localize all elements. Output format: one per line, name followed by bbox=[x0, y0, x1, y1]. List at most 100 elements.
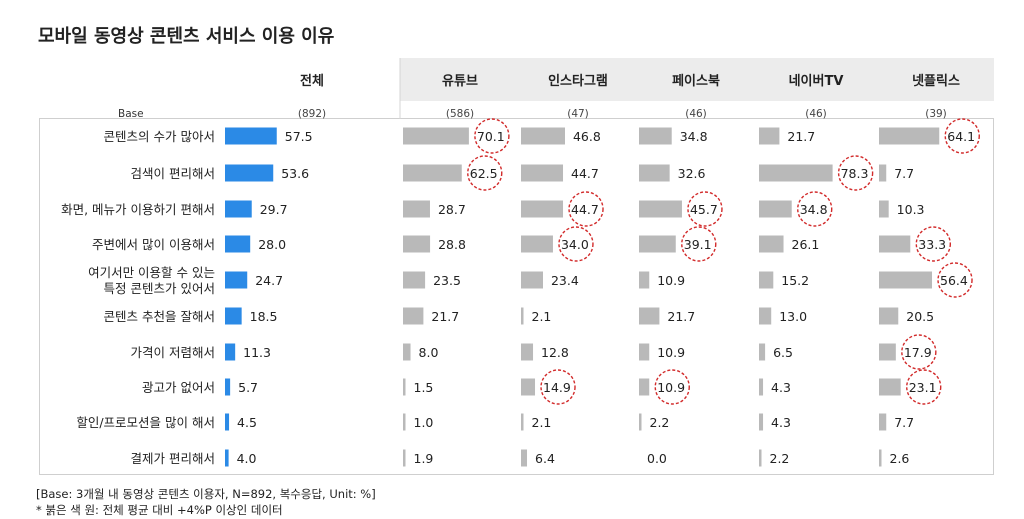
value-label-s2-r9: 6.4 bbox=[535, 451, 555, 466]
value-label-s0-r0: 57.5 bbox=[285, 129, 313, 144]
bar-s3-r4 bbox=[639, 271, 650, 289]
bar-s1-r8 bbox=[403, 413, 406, 431]
bar-s5-r4 bbox=[879, 271, 933, 289]
series-base-count-2: (47) bbox=[567, 108, 589, 120]
value-label-s0-r4: 24.7 bbox=[255, 273, 283, 288]
value-label-s1-r8: 1.0 bbox=[414, 415, 434, 430]
highlight-circle-s4-r2 bbox=[797, 191, 833, 227]
bar-s0-r8 bbox=[225, 413, 230, 431]
bar-s3-r0 bbox=[639, 127, 672, 145]
value-label-s2-r0: 46.8 bbox=[573, 129, 601, 144]
value-label-s4-r8: 4.3 bbox=[771, 415, 791, 430]
value-label-s0-r5: 18.5 bbox=[250, 309, 278, 324]
value-label-s5-r5: 20.5 bbox=[906, 309, 934, 324]
value-label-s4-r2: 34.8 bbox=[800, 202, 828, 217]
bar-s2-r0 bbox=[521, 127, 565, 145]
bar-s4-r6 bbox=[759, 343, 766, 361]
bar-s4-r0 bbox=[759, 127, 780, 145]
bar-s4-r8 bbox=[759, 413, 764, 431]
value-label-s5-r9: 2.6 bbox=[890, 451, 910, 466]
highlight-circle-s5-r0 bbox=[944, 118, 980, 154]
bar-s4-r1 bbox=[759, 164, 833, 182]
highlight-circle-s1-r0 bbox=[474, 118, 510, 154]
value-label-s5-r8: 7.7 bbox=[894, 415, 914, 430]
value-label-s5-r4: 56.4 bbox=[940, 273, 968, 288]
category-label-2: 화면, 메뉴가 이용하기 편해서 bbox=[61, 202, 215, 217]
bar-s4-r3 bbox=[759, 235, 784, 253]
value-label-s1-r5: 21.7 bbox=[431, 309, 459, 324]
value-label-s2-r7: 14.9 bbox=[543, 380, 571, 395]
highlight-circle-s4-r1 bbox=[837, 155, 874, 191]
series-base-count-3: (46) bbox=[685, 108, 707, 120]
series-header-2: 인스타그램 bbox=[548, 73, 608, 89]
value-label-s2-r6: 12.8 bbox=[541, 345, 569, 360]
category-label-1: 검색이 편리해서 bbox=[131, 166, 215, 181]
value-label-s5-r2: 10.3 bbox=[897, 202, 925, 217]
series-header-4: 네이버TV bbox=[789, 73, 844, 89]
footnote-base: [Base: 3개월 내 동영상 콘텐츠 이용자, N=892, 복수응답, U… bbox=[36, 487, 376, 501]
column-header-band bbox=[400, 58, 994, 101]
value-label-s4-r6: 6.5 bbox=[773, 345, 793, 360]
series-base-count-4: (46) bbox=[805, 108, 827, 120]
value-label-s0-r8: 4.5 bbox=[237, 415, 257, 430]
bar-s4-r9 bbox=[759, 449, 762, 467]
value-label-s1-r1: 62.5 bbox=[470, 166, 498, 181]
bar-s3-r8 bbox=[639, 413, 642, 431]
page-title: 모바일 동영상 콘텐츠 서비스 이용 이유 bbox=[38, 26, 335, 47]
value-label-s5-r7: 23.1 bbox=[909, 380, 937, 395]
highlight-circle-s5-r6 bbox=[901, 334, 937, 370]
bar-s3-r6 bbox=[639, 343, 650, 361]
bar-s2-r6 bbox=[521, 343, 534, 361]
bar-s1-r6 bbox=[403, 343, 411, 361]
highlight-circle-s2-r2 bbox=[568, 191, 604, 227]
value-label-s2-r4: 23.4 bbox=[551, 273, 579, 288]
value-label-s0-r6: 11.3 bbox=[243, 345, 271, 360]
value-label-s4-r0: 21.7 bbox=[787, 129, 815, 144]
highlight-circle-s1-r1 bbox=[467, 155, 503, 191]
bar-s0-r6 bbox=[225, 343, 236, 361]
base-label: Base bbox=[118, 108, 144, 120]
bar-s1-r2 bbox=[403, 200, 430, 218]
value-label-s2-r1: 44.7 bbox=[571, 166, 599, 181]
value-label-s4-r9: 2.2 bbox=[770, 451, 790, 466]
value-label-s0-r3: 28.0 bbox=[258, 237, 286, 252]
bar-s0-r4 bbox=[225, 271, 248, 289]
bar-s5-r7 bbox=[879, 378, 901, 396]
value-label-s1-r4: 23.5 bbox=[433, 273, 461, 288]
series-header-5: 넷플릭스 bbox=[912, 74, 960, 89]
bar-s3-r2 bbox=[639, 200, 682, 218]
value-label-s0-r9: 4.0 bbox=[237, 451, 257, 466]
value-label-s3-r1: 32.6 bbox=[678, 166, 706, 181]
bar-s0-r3 bbox=[225, 235, 251, 253]
bar-s5-r8 bbox=[879, 413, 887, 431]
highlight-circle-s2-r3 bbox=[558, 226, 594, 262]
value-label-s1-r7: 1.5 bbox=[414, 380, 434, 395]
series-header-0: 전체 bbox=[300, 73, 324, 89]
bar-s0-r0 bbox=[225, 127, 277, 145]
value-label-s5-r1: 7.7 bbox=[894, 166, 914, 181]
bar-s0-r1 bbox=[225, 164, 274, 182]
highlight-circle-s5-r3 bbox=[915, 226, 952, 262]
bar-s2-r8 bbox=[521, 413, 524, 431]
series-base-count-0: (892) bbox=[298, 108, 326, 120]
value-label-s1-r9: 1.9 bbox=[414, 451, 434, 466]
bar-s3-r1 bbox=[639, 164, 670, 182]
value-label-s3-r8: 2.2 bbox=[650, 415, 670, 430]
category-label-3: 주변에서 많이 이용해서 bbox=[92, 237, 215, 252]
value-label-s1-r6: 8.0 bbox=[419, 345, 439, 360]
bar-s1-r1 bbox=[403, 164, 462, 182]
category-label-5: 콘텐츠 추천을 잘해서 bbox=[104, 309, 215, 324]
bar-s5-r6 bbox=[879, 343, 896, 361]
value-label-s5-r3: 33.3 bbox=[918, 237, 946, 252]
bar-s2-r4 bbox=[521, 271, 543, 289]
value-label-s3-r4: 10.9 bbox=[657, 273, 685, 288]
bar-s3-r5 bbox=[639, 307, 660, 325]
category-label-4-line-1: 특정 콘텐츠가 있어서 bbox=[104, 281, 215, 296]
bar-s5-r9 bbox=[879, 449, 882, 467]
highlight-circle-s3-r2 bbox=[687, 191, 723, 227]
value-label-s4-r7: 4.3 bbox=[771, 380, 791, 395]
series-base-count-5: (39) bbox=[925, 108, 947, 120]
value-label-s0-r2: 29.7 bbox=[260, 202, 288, 217]
highlight-circle-s3-r7 bbox=[654, 369, 690, 405]
